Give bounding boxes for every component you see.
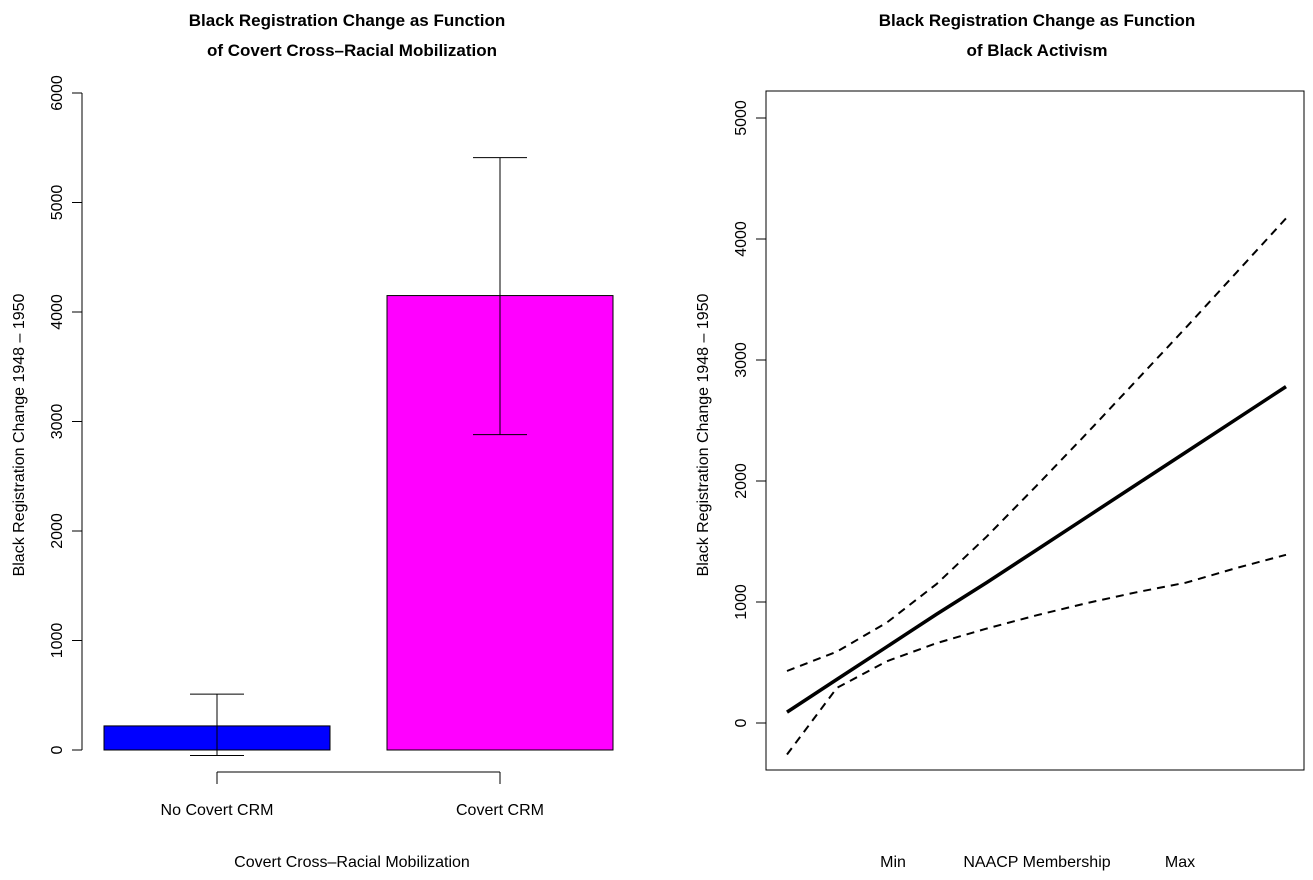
- line-plot-box: [765, 90, 1305, 771]
- line-chart-panel: Black Registration Change as Function of…: [695, 11, 1305, 871]
- fitted-line: [786, 385, 1287, 714]
- bar-y-tick-label: 0: [49, 745, 66, 754]
- line-y-tick-label: 4000: [733, 221, 750, 257]
- bar-y-tick-label: 4000: [49, 294, 66, 330]
- bar-chart-x-axis-label: Covert Cross–Racial Mobilization: [234, 854, 470, 871]
- line-chart-x-label-name: NAACP Membership: [963, 854, 1110, 871]
- bar-chart-y-axis-label: Black Registration Change 1948 – 1950: [11, 293, 28, 576]
- bar-y-tick-label: 2000: [49, 513, 66, 549]
- bar-x-tick-label: Covert CRM: [456, 802, 544, 819]
- bar-x-tick-label: No Covert CRM: [161, 802, 274, 819]
- lower-confidence-line: [786, 553, 1287, 756]
- line-y-tick-label: 3000: [733, 342, 750, 378]
- bar-y-tick-label: 5000: [49, 185, 66, 221]
- bar-chart-plot: 0 1000 2000 3000 4000 5000 6000 No Covert CRM Co…: [49, 75, 614, 819]
- line-chart-x-label-min: Min: [880, 854, 906, 871]
- line-chart-y-axis-label: Black Registration Change 1948 – 1950: [695, 293, 712, 576]
- line-chart-title-line-1: Black Registration Change as Function: [879, 11, 1195, 30]
- line-y-tick-label: 5000: [733, 100, 750, 136]
- line-y-tick-label: 0: [733, 718, 750, 727]
- bar-chart-title-line-2: of Covert Cross–Racial Mobilization: [207, 41, 497, 60]
- bar-y-tick-label: 1000: [49, 623, 66, 659]
- bar-y-tick-label: 3000: [49, 404, 66, 440]
- bar-chart-panel: Black Registration Change as Function of…: [11, 11, 614, 871]
- line-y-tick-label: 1000: [733, 584, 750, 620]
- line-y-tick-label: 2000: [733, 463, 750, 499]
- bar-chart-title-line-1: Black Registration Change as Function: [189, 11, 505, 30]
- upper-confidence-line: [786, 217, 1287, 672]
- line-chart-title-line-2: of Black Activism: [966, 41, 1107, 60]
- line-chart-plot: 0 1000 2000 3000 4000 5000: [733, 90, 1305, 771]
- bar-y-tick-label: 6000: [49, 75, 66, 111]
- line-chart-x-label-max: Max: [1165, 854, 1195, 871]
